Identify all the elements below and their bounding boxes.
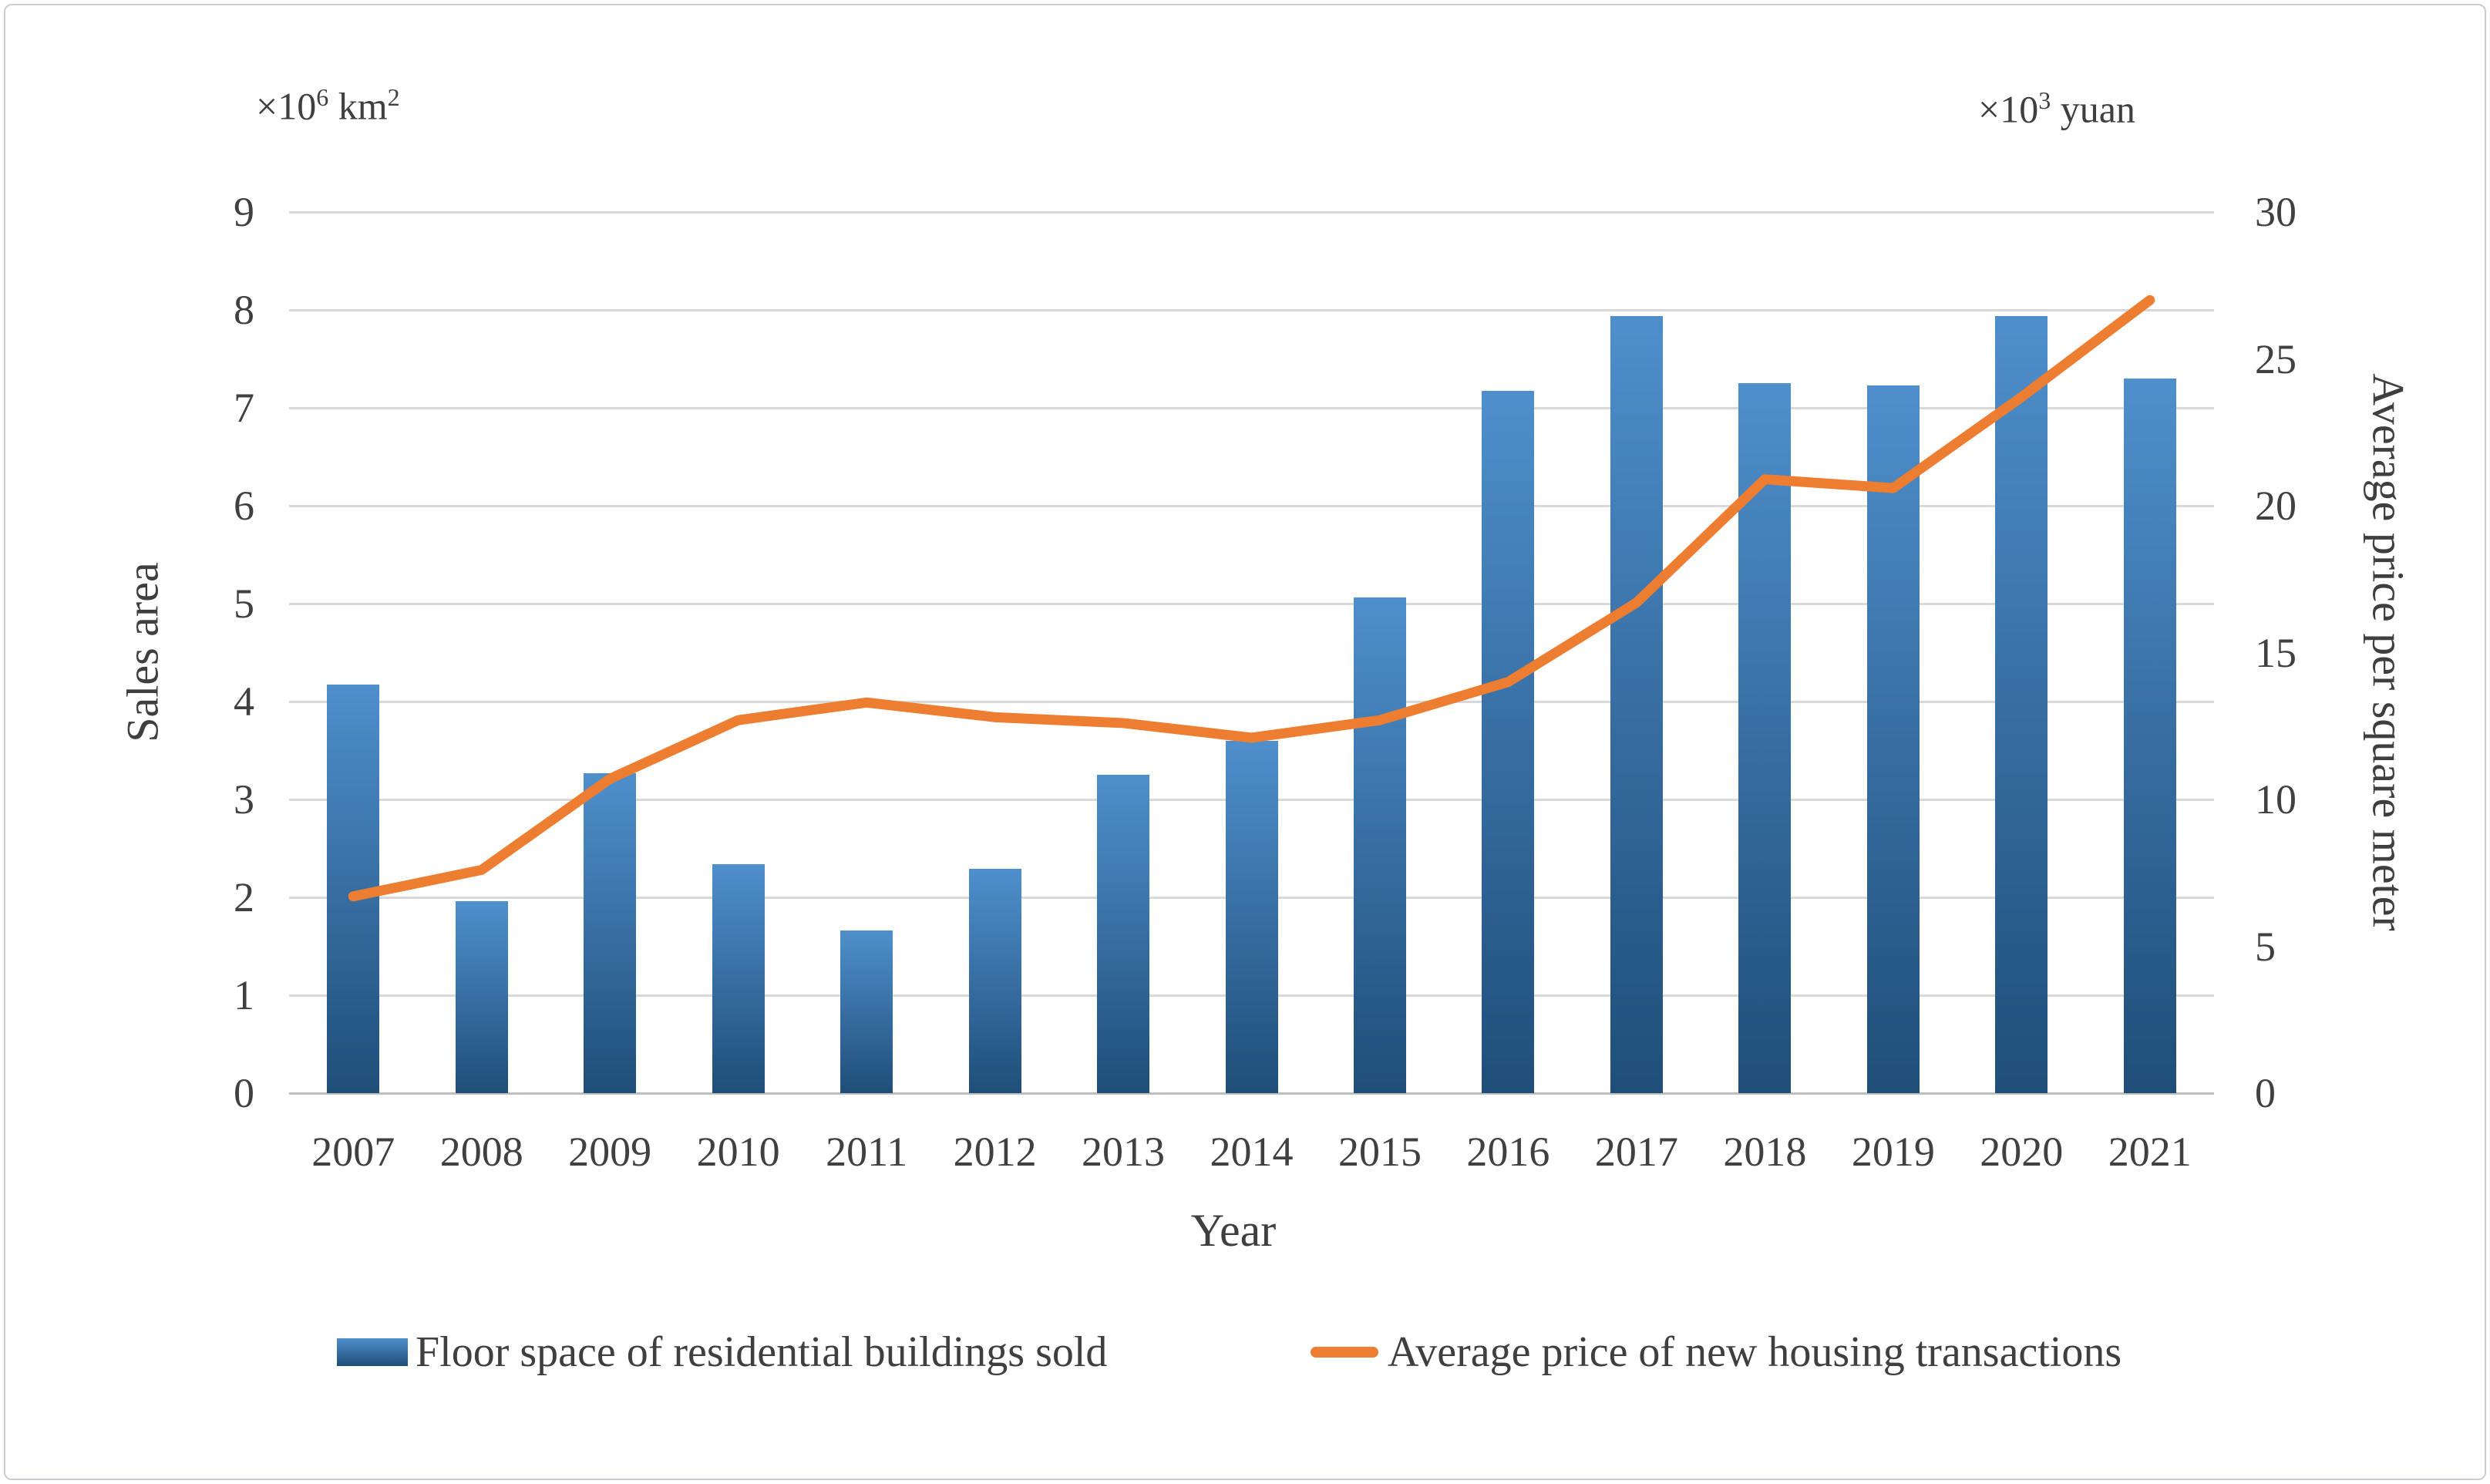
- bar-2011: [840, 930, 893, 1093]
- bar-2017: [1610, 315, 1663, 1093]
- x-axis-title: Year: [1190, 1205, 1277, 1256]
- legend-item-line: Average price of new housing transaction…: [1311, 1328, 2122, 1377]
- bar-2009: [584, 772, 637, 1093]
- price-line: [348, 294, 2155, 902]
- bar-2010: [712, 863, 765, 1093]
- left-axis-unit: ×106 km2: [256, 83, 400, 128]
- gridline: [289, 309, 2214, 311]
- bar-2014: [1225, 740, 1278, 1093]
- right-axis-unit: ×103 yuan: [1978, 86, 2135, 131]
- x-tick-2013: 2013: [1082, 1129, 1166, 1175]
- right-tick-0: 0: [2255, 1070, 2276, 1116]
- x-tick-2018: 2018: [1723, 1129, 1807, 1175]
- legend-label-line: Average price of new housing transaction…: [1388, 1328, 2122, 1376]
- left-tick-4: 4: [234, 678, 254, 725]
- gridline: [289, 505, 2214, 507]
- left-tick-3: 3: [234, 776, 254, 823]
- bar-2020: [1995, 315, 2048, 1093]
- left-tick-5: 5: [234, 580, 254, 627]
- right-tick-25: 25: [2255, 335, 2297, 382]
- legend-item-bars: Floor space of residential buildings sol…: [337, 1328, 1107, 1377]
- x-tick-2020: 2020: [1980, 1129, 2064, 1175]
- right-tick-10: 10: [2255, 776, 2297, 823]
- gridline: [289, 407, 2214, 409]
- plot-area: [289, 211, 2214, 1095]
- line-series-swatch: [1311, 1347, 1378, 1358]
- left-tick-9: 9: [234, 189, 254, 235]
- left-tick-2: 2: [234, 874, 254, 920]
- bar-series-swatch: [337, 1338, 408, 1366]
- left-tick-7: 7: [234, 385, 254, 431]
- x-tick-2011: 2011: [826, 1129, 908, 1175]
- right-axis-title: Average price per square meter: [2363, 373, 2414, 931]
- left-tick-1: 1: [234, 972, 254, 1018]
- x-tick-2021: 2021: [2108, 1129, 2192, 1175]
- gridline: [289, 211, 2214, 214]
- x-tick-2012: 2012: [953, 1129, 1037, 1175]
- right-tick-30: 30: [2255, 189, 2297, 235]
- x-tick-2007: 2007: [311, 1129, 395, 1175]
- bar-2016: [1482, 391, 1535, 1093]
- x-tick-2015: 2015: [1338, 1129, 1422, 1175]
- left-tick-6: 6: [234, 483, 254, 529]
- bar-2021: [2123, 378, 2176, 1093]
- bar-2015: [1353, 597, 1406, 1093]
- bar-2012: [968, 869, 1021, 1093]
- right-tick-20: 20: [2255, 483, 2297, 529]
- price-line-path: [348, 294, 2155, 902]
- x-tick-2009: 2009: [568, 1129, 652, 1175]
- right-tick-5: 5: [2255, 923, 2276, 970]
- gridline: [289, 1092, 2214, 1095]
- gridline: [289, 701, 2214, 703]
- x-tick-2010: 2010: [696, 1129, 780, 1175]
- x-tick-2019: 2019: [1851, 1129, 1935, 1175]
- left-tick-8: 8: [234, 287, 254, 333]
- x-tick-2016: 2016: [1466, 1129, 1550, 1175]
- left-tick-0: 0: [234, 1070, 254, 1116]
- x-tick-2017: 2017: [1594, 1129, 1678, 1175]
- bar-2019: [1866, 385, 1920, 1093]
- bar-2013: [1097, 775, 1150, 1093]
- legend-label-bars: Floor space of residential buildings sol…: [416, 1328, 1108, 1376]
- gridline: [289, 603, 2214, 605]
- right-tick-15: 15: [2255, 629, 2297, 676]
- bar-2008: [455, 901, 508, 1093]
- x-tick-2008: 2008: [439, 1129, 523, 1175]
- x-tick-2014: 2014: [1210, 1129, 1294, 1175]
